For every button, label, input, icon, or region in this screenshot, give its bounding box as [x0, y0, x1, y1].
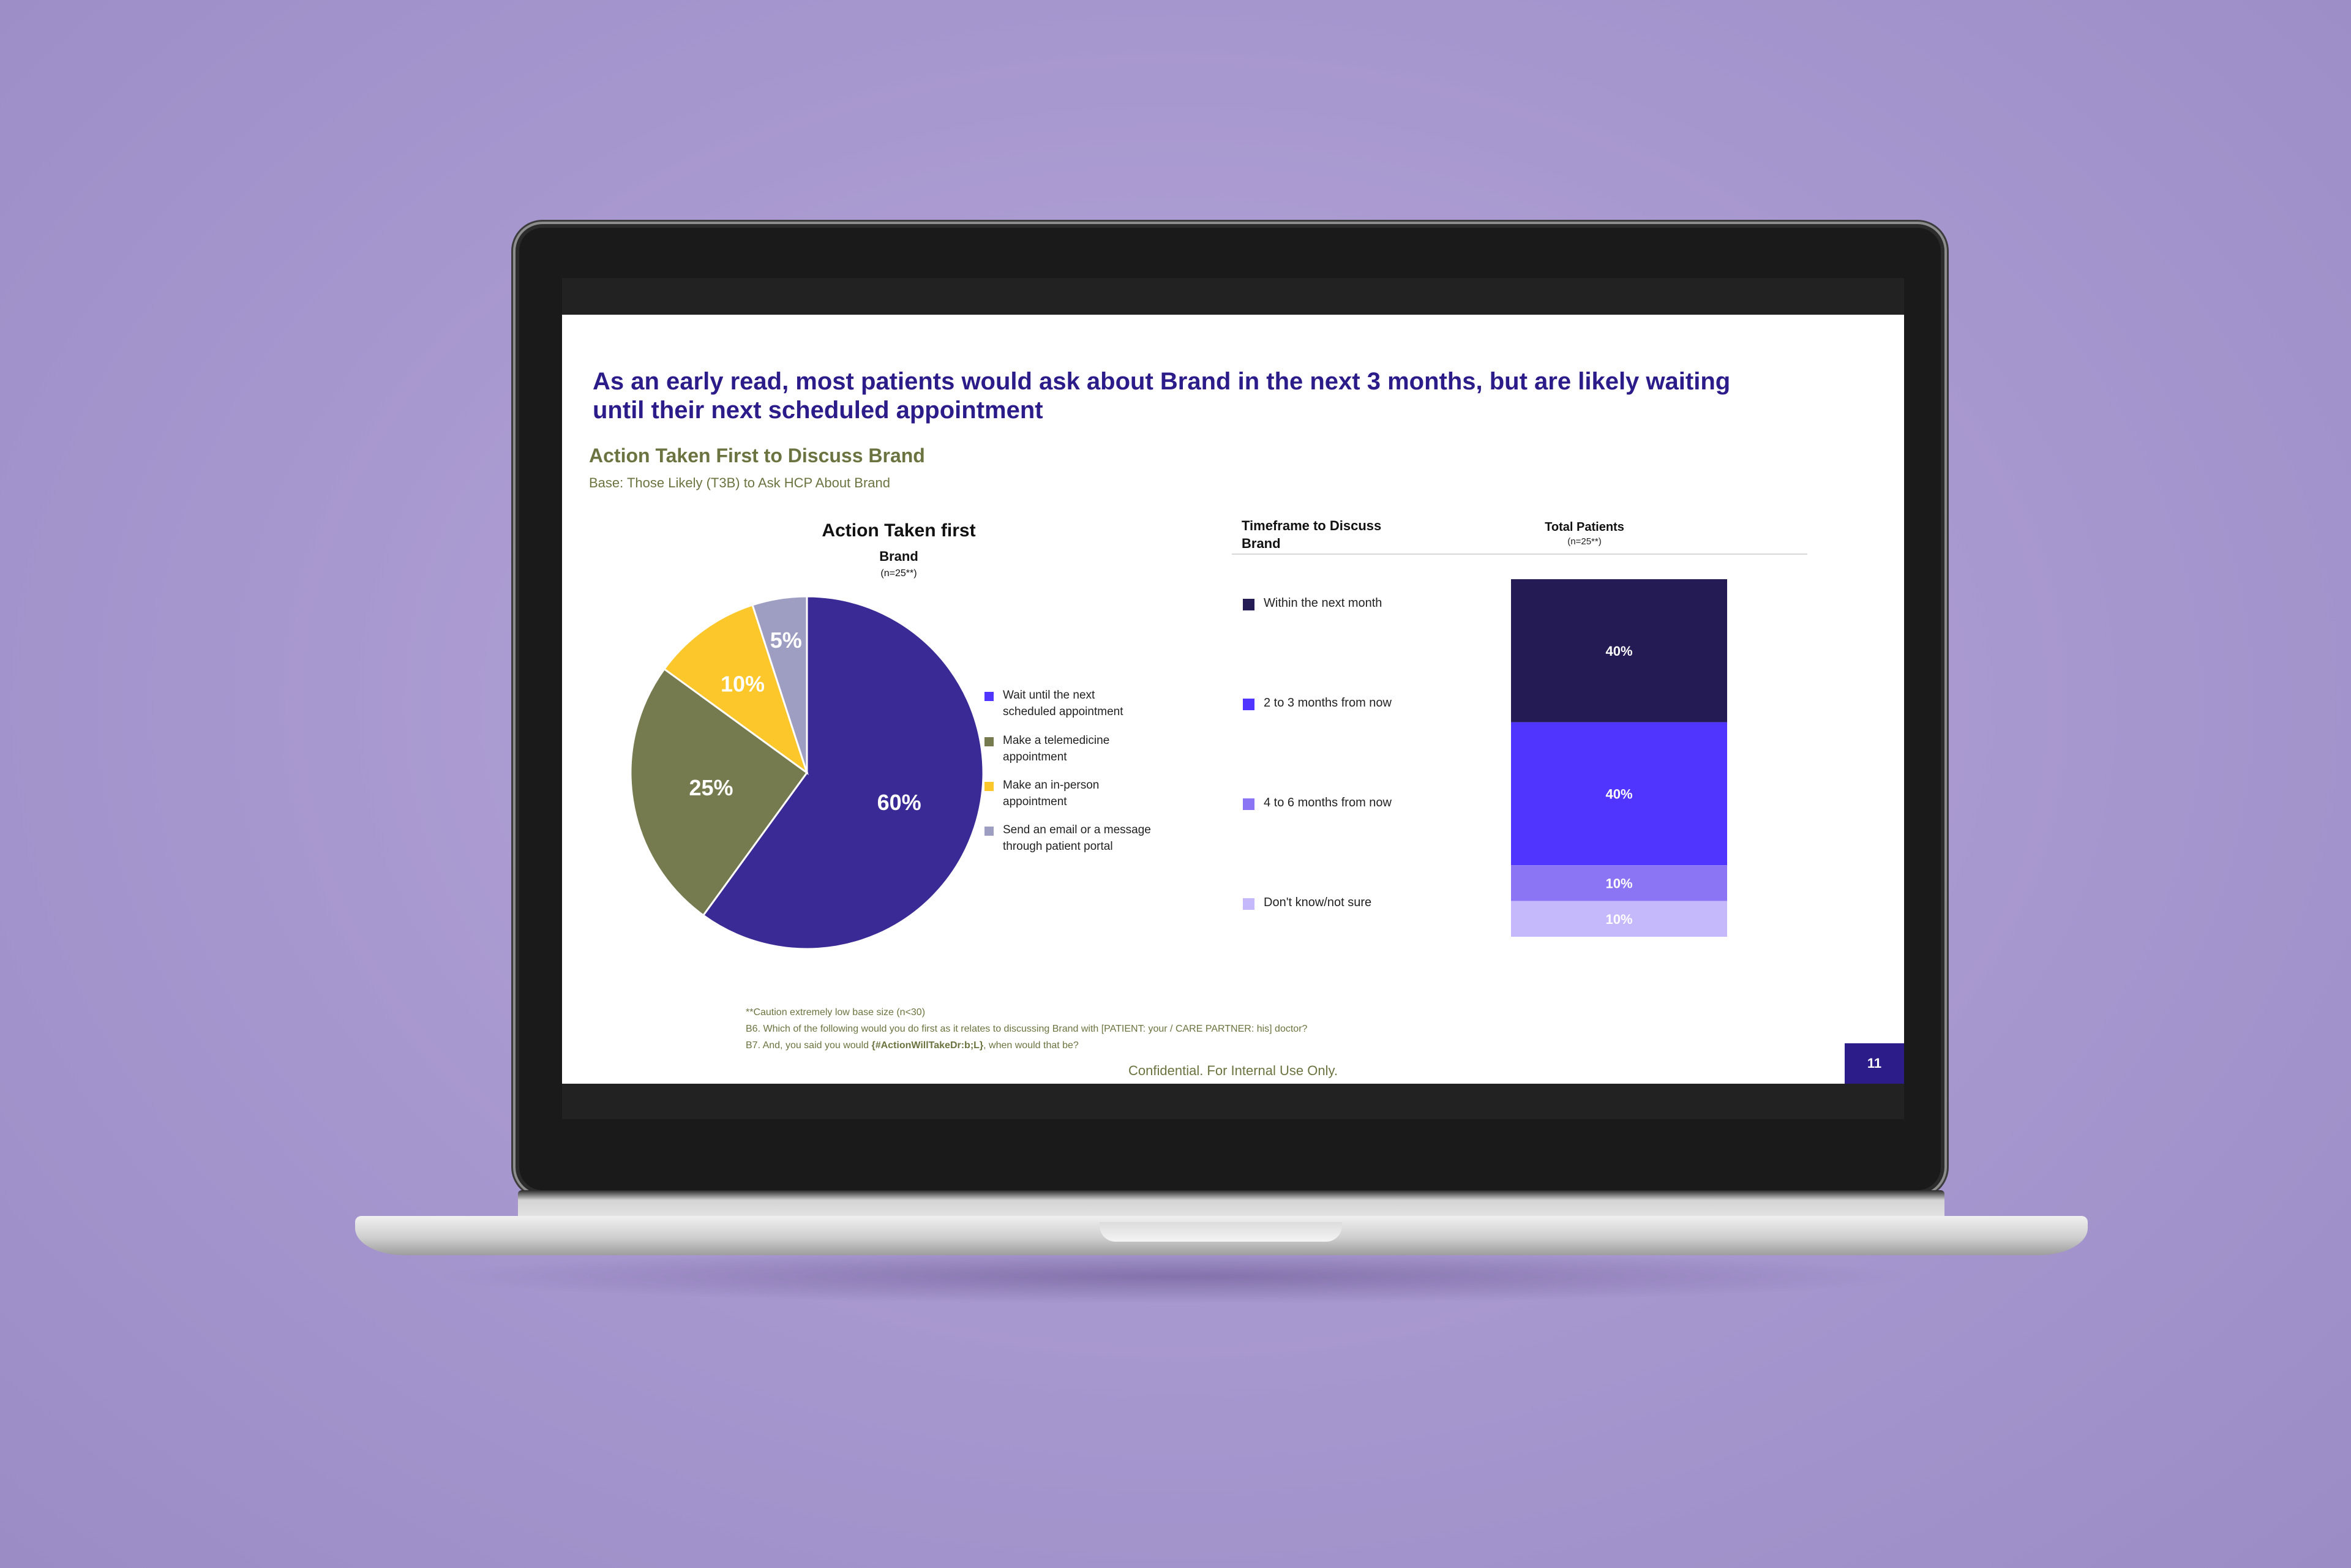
pie-slice [629, 667, 809, 917]
slide-top-bar [562, 278, 1904, 315]
footnote-b6: B6. Which of the following would you do … [746, 1024, 1308, 1034]
laptop-keyboard-deck [518, 1190, 1944, 1218]
headline-line-2: until their next scheduled appointment [593, 397, 1043, 424]
pie-slice [702, 595, 984, 950]
bar-segment [1511, 579, 1727, 722]
section-title: Action Taken First to Discuss Brand [589, 445, 925, 467]
legend-label-line: Make a telemedicine [1003, 734, 1110, 747]
confidential-notice: Confidential. For Internal Use Only. [1128, 1063, 1338, 1078]
bar-segment [1511, 901, 1727, 937]
legend-label-line: scheduled appointment [1003, 705, 1123, 718]
pie-legend-item: Wait until the next scheduled appointmen… [984, 687, 1199, 720]
legend-label-line: Send an email or a message [1003, 823, 1151, 836]
bar-base-note: (n=25**) [1567, 536, 1602, 547]
timeframe-legend-item: 4 to 6 months from now [1243, 796, 1392, 810]
legend-swatch [1243, 699, 1254, 710]
legend-swatch [1243, 599, 1254, 610]
slide-headline: As an early read, most patients would as… [593, 367, 1817, 425]
footnote-b7: B7. And, you said you would {#ActionWill… [746, 1037, 1307, 1054]
laptop-shadow [429, 1249, 1922, 1304]
legend-label: Within the next month [1264, 596, 1382, 610]
laptop-opening-notch [1100, 1222, 1342, 1242]
bar-data-label: 10% [1605, 876, 1632, 891]
legend-swatch [984, 692, 994, 701]
pie-chart: 60% 25% 10%5% [629, 595, 984, 950]
legend-label-line: appointment [1003, 795, 1067, 808]
bar-data-label: 40% [1605, 786, 1632, 801]
footnote-b7-variable: {#ActionWillTakeDr:b;L} [871, 1040, 984, 1051]
pie-data-label: 25% [689, 775, 733, 800]
bar-segment [1511, 722, 1727, 866]
footnote-caution: **Caution extremely low base size (n<30) [746, 1007, 926, 1018]
legend-label-line: Wait until the next [1003, 689, 1095, 702]
slide-bottom-bar [562, 1084, 1904, 1119]
timeframe-legend-item: 2 to 3 months from now [1243, 696, 1392, 710]
bar-data-label: 40% [1605, 643, 1632, 659]
pie-legend-item: Send an email or a message through patie… [984, 822, 1199, 855]
pie-legend-item: Make an in-person appointment [984, 777, 1199, 810]
footnotes: **Caution extremely low base size (n<30)… [746, 1004, 1307, 1054]
legend-label: 4 to 6 months from now [1264, 796, 1392, 809]
legend-swatch [1243, 798, 1254, 810]
legend-label-line: appointment [1003, 751, 1067, 763]
section-base-note: Base: Those Likely (T3B) to Ask HCP Abou… [589, 475, 890, 490]
timeframe-legend-item: Within the next month [1243, 596, 1382, 610]
timeframe-chart-title: Timeframe to Discuss Brand [1242, 517, 1413, 552]
legend-label: 2 to 3 months from now [1264, 696, 1392, 710]
pie-slice [751, 595, 808, 773]
header-divider [1232, 553, 1807, 555]
timeframe-legend-item: Don't know/not sure [1243, 896, 1372, 910]
timeframe-title-line: Brand [1242, 536, 1281, 551]
presentation-slide: As an early read, most patients would as… [562, 315, 1904, 1084]
legend-swatch [984, 827, 994, 836]
footnote-b7-post: , when would that be? [983, 1040, 1079, 1051]
legend-swatch [1243, 898, 1254, 910]
legend-label: Don't know/not sure [1264, 896, 1372, 909]
legend-label-line: through patient portal [1003, 840, 1113, 853]
stacked-bar-chart: 40% 40% 10% 10% [1511, 579, 1727, 937]
pie-legend-item: Make a telemedicine appointment [984, 732, 1199, 765]
pie-chart-title: Action Taken first [822, 520, 976, 541]
pie-data-label: 10% [721, 672, 765, 697]
legend-swatch [984, 737, 994, 746]
bar-data-label: 10% [1605, 912, 1632, 927]
legend-label-line: Make an in-person [1003, 779, 1100, 792]
pie-chart-base-note: (n=25**) [880, 568, 917, 579]
legend-swatch [984, 782, 994, 791]
headline-line-1: As an early read, most patients would as… [593, 368, 1731, 395]
bar-category-label: Total Patients [1545, 520, 1624, 534]
timeframe-title-line: Timeframe to Discuss [1242, 518, 1382, 533]
pie-chart-subtitle: Brand [879, 549, 918, 564]
footnote-b7-pre: B7. And, you said you would [746, 1040, 872, 1051]
pie-data-label: 60% [877, 790, 921, 815]
bar-segment [1511, 865, 1727, 901]
page-number: 11 [1845, 1043, 1904, 1084]
pie-data-label: 5% [770, 628, 802, 653]
pie-slice [662, 604, 809, 775]
